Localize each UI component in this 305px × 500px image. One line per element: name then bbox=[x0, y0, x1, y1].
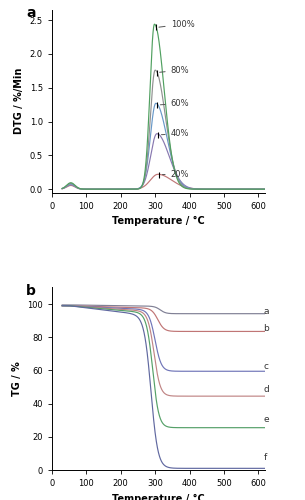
Text: c: c bbox=[263, 362, 268, 371]
Text: a: a bbox=[263, 308, 269, 316]
Text: b: b bbox=[263, 324, 269, 333]
Text: a: a bbox=[26, 6, 36, 20]
Text: f: f bbox=[263, 454, 267, 462]
Text: b: b bbox=[26, 284, 36, 298]
Text: 60%: 60% bbox=[160, 99, 189, 108]
Y-axis label: TG / %: TG / % bbox=[12, 362, 22, 396]
Text: 40%: 40% bbox=[161, 129, 189, 138]
Text: 80%: 80% bbox=[160, 66, 189, 74]
Text: e: e bbox=[263, 415, 269, 424]
X-axis label: Temperature / °C: Temperature / °C bbox=[112, 216, 205, 226]
Y-axis label: DTG / %/Min: DTG / %/Min bbox=[14, 68, 24, 134]
Text: d: d bbox=[263, 386, 269, 394]
Text: 100%: 100% bbox=[159, 20, 194, 28]
Text: 20%: 20% bbox=[162, 170, 189, 179]
X-axis label: Temperature / °C: Temperature / °C bbox=[112, 494, 205, 500]
